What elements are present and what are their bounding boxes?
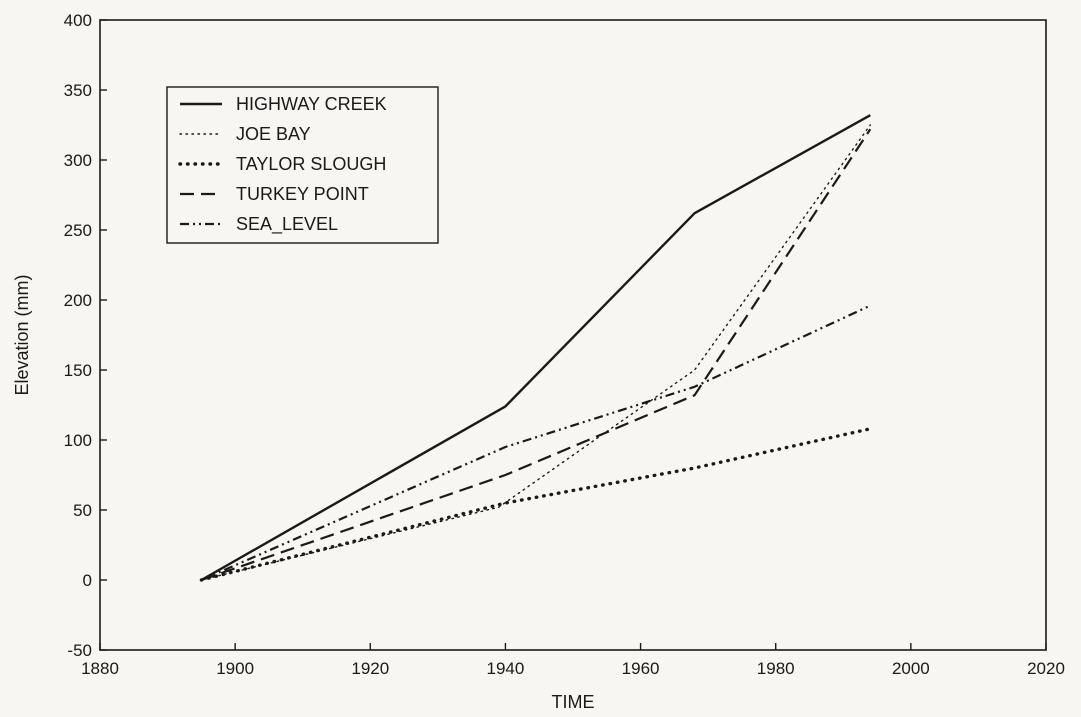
legend-box (166, 86, 439, 244)
y-tick-label: 300 (64, 151, 92, 170)
y-tick-label: 250 (64, 221, 92, 240)
x-tick-label: 1980 (757, 659, 795, 678)
series-line-sea-level (200, 304, 871, 582)
y-tick-label: 100 (64, 431, 92, 450)
legend-label: SEA_LEVEL (236, 214, 338, 235)
series-line-joe-bay (200, 124, 871, 581)
x-tick-label: 2000 (892, 659, 930, 678)
x-tick-label: 1880 (81, 659, 119, 678)
y-tick-label: 0 (83, 571, 92, 590)
y-tick-label: 200 (64, 291, 92, 310)
legend-label: TAYLOR SLOUGH (236, 154, 386, 174)
y-tick-label: 400 (64, 11, 92, 30)
legend-label: TURKEY POINT (236, 184, 369, 204)
y-tick-label: 50 (73, 501, 92, 520)
x-tick-label: 1900 (216, 659, 254, 678)
y-tick-label: 150 (64, 361, 92, 380)
y-axis-title: Elevation (mm) (12, 274, 32, 395)
y-tick-label: 350 (64, 81, 92, 100)
legend-label: HIGHWAY CREEK (236, 94, 387, 114)
series-line-turkey-point (201, 128, 872, 582)
series-line-taylor-slough (199, 427, 872, 582)
x-tick-label: 1920 (351, 659, 389, 678)
y-tick-label: -50 (67, 641, 92, 660)
legend-label: JOE BAY (236, 124, 311, 144)
x-tick-label: 1960 (622, 659, 660, 678)
x-tick-label: 1940 (487, 659, 525, 678)
legend: HIGHWAY CREEK JOE BAY TAYLOR SLOUGH TURKEY … (166, 86, 439, 244)
plot-frame (99, 19, 1047, 651)
x-axis-title: TIME (552, 692, 595, 712)
x-tick-label: 2020 (1027, 659, 1065, 678)
series-line-highway-creek (200, 114, 871, 582)
